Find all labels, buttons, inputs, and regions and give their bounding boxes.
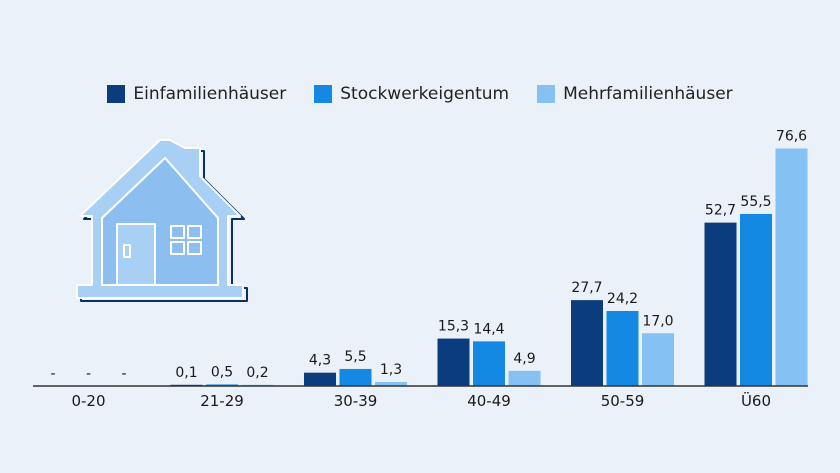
bars-group: - - - 0,1 0,5 0,2 4,3 5,5 1,3 15,3 14,4 4,9 27,7 24,2… [50,129,808,386]
data-label: 1,3 [380,362,402,378]
data-label: - [121,366,126,382]
legend-label: Mehrfamilienhäuser [563,84,733,104]
legend-label: Einfamilienhäuser [133,84,287,104]
bar-3-5 [642,333,674,386]
x-tick-label: Ü60 [741,391,771,410]
data-label: 5,5 [344,349,366,365]
data-label: 0,1 [175,365,197,381]
data-label: 0,2 [246,365,268,381]
x-tick-label: 30-39 [334,392,378,410]
legend-item-stockwerkeigentum: Stockwerkeigentum [314,84,509,104]
x-tick-label: 21-29 [200,392,244,410]
legend-swatch [107,85,126,103]
bar-2-6 [740,213,772,386]
data-label: 17,0 [642,313,673,329]
bar-2-2 [206,384,238,386]
data-label: 52,7 [705,203,736,219]
bar-3-3 [375,381,407,386]
legend-swatch [314,85,333,103]
data-label: 24,2 [607,291,638,307]
legend-item-mehrfamilienhaeuser: Mehrfamilienhäuser [537,84,733,104]
x-tick-label: 0-20 [71,392,105,410]
bar-2-3 [339,368,372,386]
bar-2-5 [606,310,639,386]
legend-label: Stockwerkeigentum [340,84,510,104]
x-axis-labels: 0-20 21-29 30-39 40-49 50-59 Ü60 [71,391,771,410]
bar-2-4 [473,341,505,386]
data-label: - [50,366,55,382]
data-label: - [86,366,91,382]
data-label: 14,4 [473,321,504,337]
legend-item-einfamilienhaeuser: Einfamilienhäuser [107,84,286,104]
x-tick-label: 50-59 [601,392,645,410]
data-label: 4,9 [513,351,535,367]
data-label: 76,6 [776,129,807,145]
bar-3-4 [508,370,541,386]
legend-swatch [537,85,556,103]
data-label: 0,5 [211,364,233,380]
data-label: 15,3 [438,319,469,335]
bar-1-4 [437,338,470,386]
house-icon [76,139,248,302]
data-label: 27,7 [571,280,602,296]
x-tick-label: 40-49 [467,392,511,410]
bar-1-3 [304,372,336,386]
legend: Einfamilienhäuser Stockwerkeigentum Mehr… [0,84,840,104]
data-label: 4,3 [309,353,331,369]
data-label: 55,5 [740,194,771,210]
bar-1-5 [571,300,603,386]
bar-1-6 [704,222,737,386]
bar-3-6 [775,148,808,386]
